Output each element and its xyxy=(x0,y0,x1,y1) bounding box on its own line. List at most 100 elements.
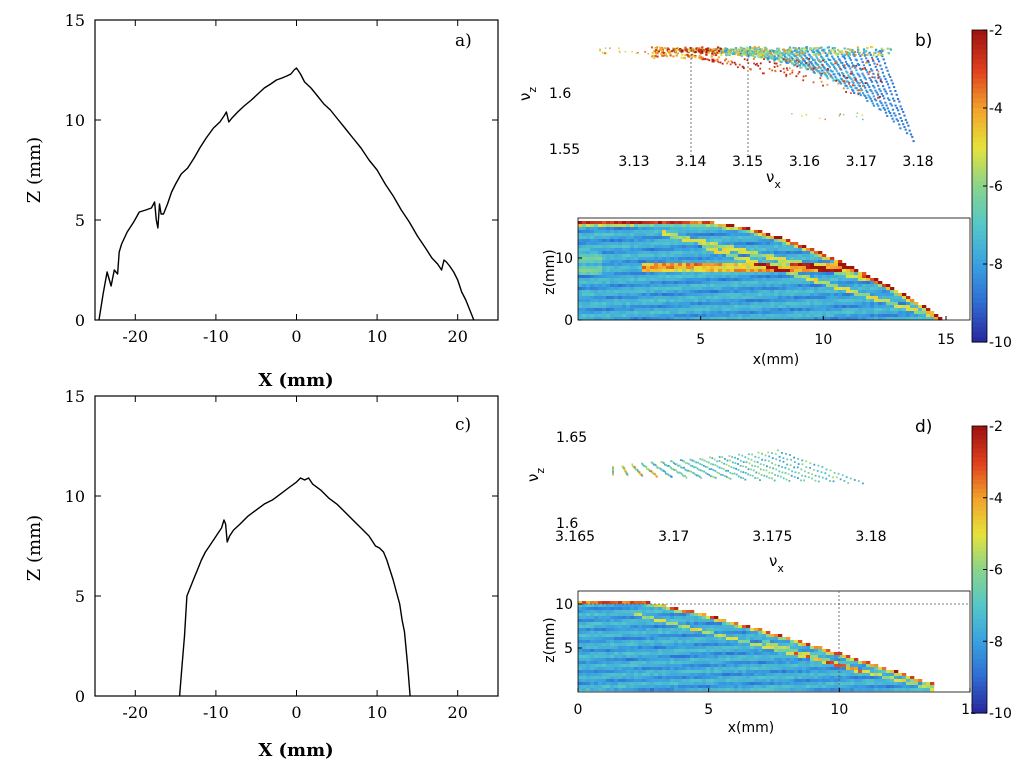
heatmap-cell xyxy=(626,676,631,680)
heatmap-cell xyxy=(658,302,663,306)
heatmap-cell xyxy=(674,245,679,249)
heatmap-cell xyxy=(750,257,755,261)
frequency-point xyxy=(845,77,848,80)
heatmap-cell xyxy=(758,284,763,288)
heatmap-cell xyxy=(654,658,659,662)
heatmap-cell xyxy=(802,248,807,252)
heatmap-cell xyxy=(846,293,851,297)
heatmap-cell xyxy=(630,242,635,246)
heatmap-cell xyxy=(598,646,603,650)
frequency-point xyxy=(881,94,885,97)
heatmap-cell xyxy=(634,314,639,318)
heatmap-cell xyxy=(710,305,715,309)
heatmap-cell xyxy=(766,248,771,252)
heatmap-cell xyxy=(758,266,763,270)
heatmap-cell xyxy=(578,278,583,282)
frequency-point xyxy=(794,63,797,66)
heatmap-cell xyxy=(634,233,639,237)
heatmap-cell xyxy=(718,254,723,258)
heatmap-cell xyxy=(602,305,607,309)
heatmap-cell xyxy=(710,233,715,237)
frequency-point xyxy=(691,471,694,474)
heatmap-cell xyxy=(614,308,619,312)
heatmap-cell xyxy=(594,670,599,674)
heatmap-cell xyxy=(722,272,727,276)
heatmap-cell xyxy=(690,233,695,237)
frequency-point xyxy=(681,53,684,56)
heatmap-cell xyxy=(778,242,783,246)
heatmap-cell xyxy=(706,299,711,303)
heatmap-cell xyxy=(706,293,711,297)
heatmap-cell xyxy=(846,314,851,318)
heatmap-cell xyxy=(790,305,795,309)
frequency-point xyxy=(807,472,810,474)
frequency-point xyxy=(689,458,692,461)
frequency-point xyxy=(875,55,878,58)
panel-b-y-tick-labels: 1.551.6 xyxy=(549,86,580,158)
frequency-point xyxy=(887,51,890,54)
heatmap-cell xyxy=(610,272,615,276)
heatmap-cell xyxy=(610,640,615,644)
heatmap-cell xyxy=(702,275,707,279)
heatmap-cell xyxy=(678,299,683,303)
heatmap-cell xyxy=(774,314,779,318)
heatmap-cell xyxy=(650,685,655,689)
heatmap-cell xyxy=(878,281,883,285)
heatmap-cell xyxy=(706,227,711,231)
heatmap-cell xyxy=(774,278,779,282)
frequency-point xyxy=(764,454,767,457)
heatmap-cell xyxy=(630,628,635,632)
frequency-point xyxy=(676,52,679,55)
heatmap-cell xyxy=(650,676,655,680)
heatmap-cell xyxy=(654,613,659,617)
heatmap-cell xyxy=(690,296,695,300)
heatmap-cell xyxy=(650,257,655,261)
x-tick-label: 3.17 xyxy=(846,154,877,170)
frequency-point xyxy=(664,52,667,55)
heatmap-cell xyxy=(606,676,611,680)
heatmap-cell xyxy=(582,655,587,659)
heatmap-cell xyxy=(610,281,615,285)
heatmap-cell xyxy=(726,269,731,273)
heatmap-cell xyxy=(730,260,735,264)
heatmap-cell xyxy=(646,308,651,312)
heatmap-cell xyxy=(598,616,603,620)
heatmap-cell xyxy=(742,284,747,288)
heatmap-cell xyxy=(726,305,731,309)
heatmap-cell xyxy=(586,685,591,689)
heatmap-cell xyxy=(582,625,587,629)
heatmap-cell xyxy=(814,308,819,312)
frequency-point xyxy=(712,60,715,63)
heatmap-cell xyxy=(730,266,735,270)
heatmap-cell xyxy=(890,287,895,291)
frequency-point xyxy=(881,54,884,56)
heatmap-cell xyxy=(726,263,731,267)
frequency-point xyxy=(754,63,757,66)
heatmap-cell xyxy=(618,685,623,689)
heatmap-cell xyxy=(610,314,615,318)
heatmap-cell xyxy=(814,266,819,270)
heatmap-cell xyxy=(706,305,711,309)
heatmap-cell xyxy=(882,311,887,315)
heatmap-cell xyxy=(682,251,687,255)
frequency-point xyxy=(647,52,649,55)
heatmap-cell xyxy=(590,236,595,240)
heatmap-cell xyxy=(806,314,811,318)
heatmap-cell xyxy=(654,236,659,240)
heatmap-cell xyxy=(862,272,867,276)
heatmap-cell xyxy=(790,284,795,288)
frequency-point xyxy=(665,55,668,58)
frequency-point xyxy=(833,73,836,76)
heatmap-cell xyxy=(610,287,615,291)
heatmap-cell xyxy=(686,242,691,246)
heatmap-cell xyxy=(858,290,863,294)
heatmap-cell xyxy=(714,251,719,255)
heatmap-cell xyxy=(690,257,695,261)
frequency-point xyxy=(789,67,791,70)
heatmap-cell xyxy=(582,290,587,294)
heatmap-cell xyxy=(622,661,627,665)
heatmap-cell xyxy=(822,257,827,261)
heatmap-cell xyxy=(890,296,895,300)
heatmap-cell xyxy=(678,233,683,237)
